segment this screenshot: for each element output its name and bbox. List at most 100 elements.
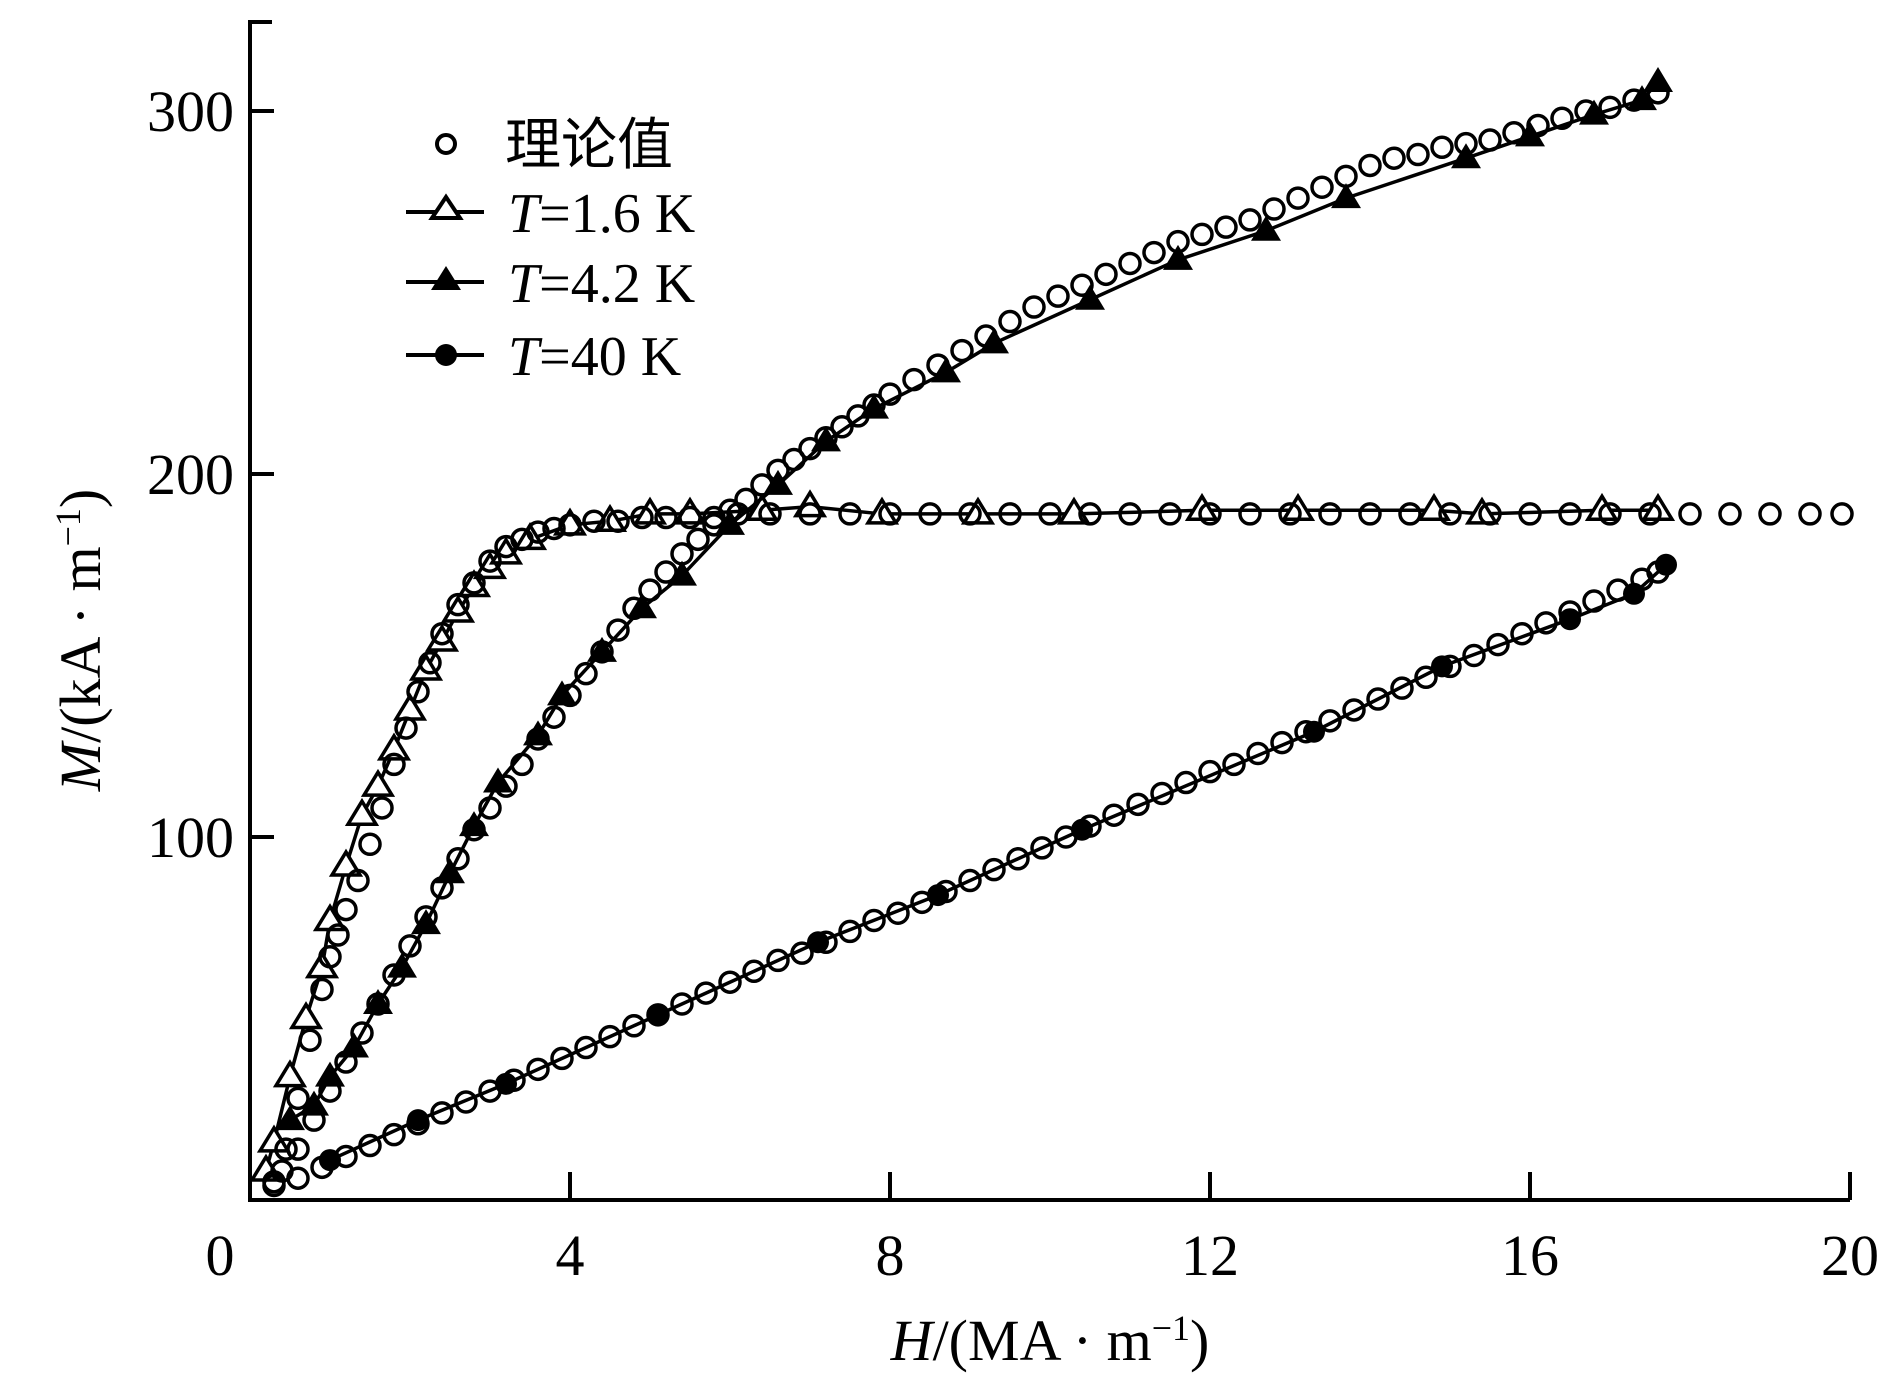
data-point xyxy=(376,732,412,761)
plot-area xyxy=(248,66,1854,1198)
x-tick-label: 0 xyxy=(206,1223,235,1288)
data-point xyxy=(1518,502,1542,526)
data-point xyxy=(1534,611,1558,635)
data-point xyxy=(718,970,742,994)
data-point xyxy=(358,1133,382,1158)
data-point xyxy=(1798,502,1822,526)
data-point xyxy=(702,513,726,537)
data-point xyxy=(542,705,566,729)
data-point xyxy=(1398,502,1422,526)
data-point xyxy=(654,505,678,530)
legend-item-theory: 理论值 xyxy=(435,115,673,177)
data-point xyxy=(1358,153,1382,178)
data-point xyxy=(1334,164,1358,189)
data-point xyxy=(1142,240,1166,265)
legend-item-1-6k: T=1.6 K xyxy=(406,183,695,245)
data-point xyxy=(598,1024,622,1049)
data-point xyxy=(782,447,806,472)
data-point xyxy=(299,1090,329,1116)
data-point xyxy=(734,487,758,512)
x-tick-label: 8 xyxy=(876,1223,905,1288)
data-point xyxy=(902,367,926,392)
data-point xyxy=(446,592,470,617)
data-point xyxy=(1478,502,1502,526)
data-point xyxy=(1646,560,1670,584)
data-point xyxy=(982,857,1006,882)
data-point xyxy=(1598,502,1622,526)
y-tick-label: 200 xyxy=(147,442,234,507)
data-point xyxy=(694,981,718,1005)
x-tick-label: 16 xyxy=(1501,1223,1559,1288)
data-point xyxy=(1414,665,1438,690)
series--4-2-k- xyxy=(270,81,1670,1183)
data-point xyxy=(430,1101,454,1125)
data-point xyxy=(790,941,814,965)
data-point xyxy=(1606,578,1630,602)
data-point xyxy=(286,1086,310,1111)
data-point xyxy=(630,505,654,530)
data-point xyxy=(606,618,630,642)
x-axis-label: H/(MA · m−1) xyxy=(890,1308,1210,1373)
data-point xyxy=(406,1112,430,1136)
data-point xyxy=(478,796,502,820)
data-point xyxy=(288,1001,324,1030)
data-point xyxy=(510,752,534,777)
series-t-4-2-k xyxy=(275,66,1673,1131)
legend-item-40k: T=40 K xyxy=(406,326,681,388)
data-point xyxy=(910,890,934,915)
data-point xyxy=(1238,208,1262,232)
data-point xyxy=(1238,502,1262,526)
data-point xyxy=(1163,244,1193,270)
x-tick-label: 12 xyxy=(1181,1223,1239,1288)
data-point xyxy=(1342,698,1366,722)
data-point xyxy=(1022,295,1046,319)
data-point xyxy=(638,578,662,602)
data-point xyxy=(1158,502,1182,526)
data-point xyxy=(382,1122,406,1147)
data-point xyxy=(758,502,782,526)
data-point xyxy=(326,923,350,947)
data-point xyxy=(1366,687,1390,711)
data-point xyxy=(1054,825,1078,849)
data-point xyxy=(1830,502,1854,526)
data-point xyxy=(1150,781,1174,806)
data-point xyxy=(406,680,430,704)
data-point xyxy=(558,513,582,537)
data-point xyxy=(1486,632,1510,657)
data-point xyxy=(523,720,553,746)
data-point xyxy=(814,425,838,450)
data-point xyxy=(1574,99,1598,123)
data-point xyxy=(446,847,470,871)
data-point xyxy=(766,948,790,973)
data-point xyxy=(1579,99,1609,125)
data-point xyxy=(1118,502,1142,526)
filled-circle-icon xyxy=(435,344,457,366)
data-point xyxy=(686,527,710,552)
data-point xyxy=(807,931,829,954)
data-point xyxy=(1286,186,1310,210)
data-point xyxy=(998,502,1022,526)
data-point xyxy=(1166,229,1190,254)
data-point xyxy=(742,959,766,984)
data-point xyxy=(886,901,910,925)
data-point xyxy=(430,621,454,646)
data-point xyxy=(958,868,982,893)
data-point xyxy=(1451,143,1481,169)
data-point xyxy=(1198,759,1222,784)
data-point xyxy=(298,1028,322,1053)
data-point xyxy=(1294,719,1318,744)
data-point xyxy=(958,502,982,526)
data-point xyxy=(302,1108,326,1132)
data-point xyxy=(1478,128,1502,152)
data-point xyxy=(334,1050,358,1074)
data-point xyxy=(318,1079,342,1103)
data-point xyxy=(526,520,550,544)
svg-text:T=4.2 K: T=4.2 K xyxy=(508,253,695,315)
data-point xyxy=(846,404,870,428)
data-point xyxy=(918,502,942,526)
data-point xyxy=(814,930,838,955)
data-point xyxy=(1638,502,1662,526)
data-point xyxy=(998,309,1022,334)
data-point xyxy=(1214,215,1238,239)
